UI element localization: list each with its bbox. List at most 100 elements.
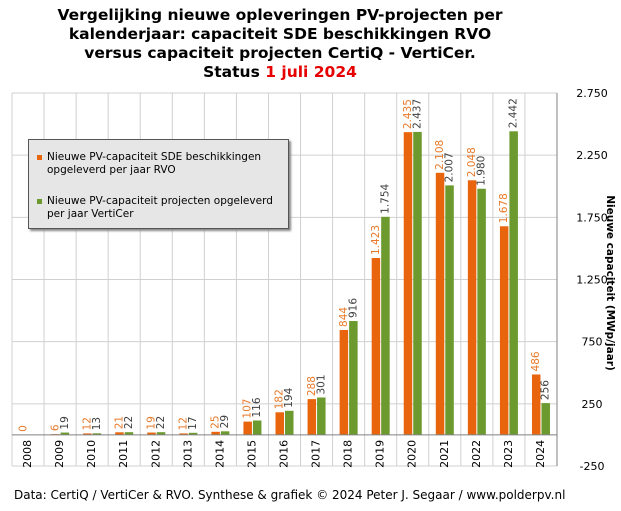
- x-tick-label: 2019: [374, 440, 387, 468]
- x-tick-label: 2015: [245, 440, 258, 468]
- data-label: 17: [187, 416, 199, 429]
- data-label: 182: [274, 389, 286, 409]
- bar-rvo-2021: [435, 172, 445, 435]
- bar-rvo-2011: [115, 432, 124, 435]
- data-label: 12: [178, 417, 190, 430]
- data-label: 25: [210, 415, 222, 428]
- x-tick-label: 2011: [117, 440, 130, 468]
- x-tick-label: 2017: [310, 440, 323, 468]
- data-label: 12: [81, 417, 93, 430]
- y-tick-label: 2.750: [576, 87, 608, 100]
- title-status-prefix: Status: [203, 63, 266, 81]
- bar-verticer-2019: [381, 216, 390, 435]
- data-label: 29: [219, 415, 231, 428]
- data-label: 301: [315, 374, 327, 394]
- y-tick-label: 1.250: [576, 274, 608, 287]
- x-tick-label: 2022: [470, 440, 483, 468]
- bar-verticer-2018: [349, 321, 358, 435]
- title-status-date: 1 juli 2024: [265, 63, 357, 81]
- bar-verticer-2024: [541, 403, 550, 435]
- bar-rvo-2010: [83, 433, 92, 435]
- bar-rvo-2016: [275, 412, 284, 435]
- bar-verticer-2015: [252, 420, 262, 435]
- legend-label-verticer: Nieuwe PV-capaciteit projecten opgelever…: [47, 195, 273, 220]
- bar-rvo-2017: [307, 399, 317, 435]
- legend-swatch-rvo: [37, 155, 42, 160]
- data-label: 19: [146, 416, 158, 429]
- bar-rvo-2020: [403, 132, 413, 435]
- data-label: 13: [91, 417, 103, 430]
- bar-verticer-2016: [285, 410, 294, 435]
- x-tick-label: 2024: [534, 440, 547, 468]
- bar-verticer-2022: [477, 188, 486, 435]
- bar-verticer-2011: [124, 432, 134, 435]
- y-tick-label: 250: [582, 398, 603, 411]
- data-label: 0: [17, 425, 29, 432]
- bar-rvo-2015: [243, 421, 252, 435]
- title-line-4: Status 1 juli 2024: [0, 63, 560, 82]
- bar-verticer-2010: [92, 433, 102, 435]
- y-tick-label: 2.250: [576, 149, 608, 162]
- x-tick-label: 2010: [85, 440, 98, 468]
- data-label: 116: [251, 397, 263, 417]
- y-axis-title: Nieuwe capaciteit (MWp/jaar): [604, 195, 616, 371]
- x-tick-label: 2014: [213, 440, 226, 468]
- y-tick-label: 1.750: [576, 211, 608, 224]
- x-tick-label: 2023: [502, 440, 515, 468]
- bar-rvo-2019: [371, 257, 381, 435]
- x-tick-label: 2013: [181, 440, 194, 468]
- bar-rvo-2024: [531, 374, 541, 435]
- data-label: 1.678: [498, 193, 510, 223]
- data-label: 1.423: [370, 225, 382, 255]
- data-label: 1.980: [476, 156, 488, 186]
- bar-verticer-2017: [317, 397, 326, 435]
- title-line-2: kalenderjaar: capaciteit SDE beschikking…: [68, 25, 492, 43]
- data-label: 916: [347, 298, 359, 318]
- data-label: 256: [540, 380, 552, 400]
- data-label: 2.437: [411, 99, 423, 129]
- bar-verticer-2012: [156, 432, 166, 435]
- legend-swatch-verticer: [37, 199, 42, 204]
- data-label: 22: [123, 416, 135, 429]
- x-tick-label: 2018: [342, 440, 355, 468]
- chart-title: Vergelijking nieuwe opleveringen PV-proj…: [0, 6, 560, 82]
- data-label: 486: [530, 351, 542, 371]
- bars: [51, 131, 550, 435]
- data-label: 2.108: [434, 140, 446, 170]
- data-label: 1.754: [379, 183, 391, 213]
- bar-rvo-2018: [339, 329, 349, 435]
- data-label: 107: [242, 399, 254, 419]
- title-line-3: versus capaciteit projecten CertiQ - Ver…: [84, 44, 476, 62]
- bar-verticer-2021: [445, 185, 454, 435]
- bar-verticer-2020: [413, 131, 422, 435]
- legend-label-rvo: Nieuwe PV-capaciteit SDE beschikkingen o…: [47, 151, 262, 176]
- x-tick-label: 2009: [53, 440, 66, 468]
- x-tick-label: 2012: [149, 440, 162, 468]
- data-label: 6: [49, 424, 61, 431]
- bar-verticer-2009: [60, 432, 70, 435]
- bar-rvo-2022: [467, 180, 477, 435]
- data-label: 19: [59, 416, 71, 429]
- x-tick-label: 2016: [278, 440, 291, 468]
- bar-verticer-2014: [220, 431, 230, 435]
- data-label: 194: [283, 387, 295, 407]
- y-tick-label: 750: [582, 336, 603, 349]
- x-tick-label: 2020: [406, 440, 419, 468]
- bar-rvo-2023: [499, 226, 509, 435]
- legend-item-verticer: Nieuwe PV-capaciteit projecten opgelever…: [37, 195, 283, 221]
- bar-rvo-2012: [147, 432, 156, 435]
- data-label: 844: [338, 307, 350, 327]
- data-label: 2.007: [444, 152, 456, 182]
- title-line-1: Vergelijking nieuwe opleveringen PV-proj…: [57, 6, 503, 24]
- x-tick-label: 2008: [21, 440, 34, 468]
- legend-item-rvo: Nieuwe PV-capaciteit SDE beschikkingen o…: [37, 151, 283, 177]
- source-footer: Data: CertiQ / VertiCer & RVO. Synthese …: [14, 488, 566, 502]
- data-label: 2.442: [508, 98, 520, 128]
- bar-verticer-2013: [188, 432, 198, 435]
- data-label: 21: [113, 416, 125, 429]
- bar-rvo-2014: [211, 431, 220, 435]
- x-tick-label: 2021: [438, 440, 451, 468]
- chart-legend: Nieuwe PV-capaciteit SDE beschikkingen o…: [28, 139, 289, 229]
